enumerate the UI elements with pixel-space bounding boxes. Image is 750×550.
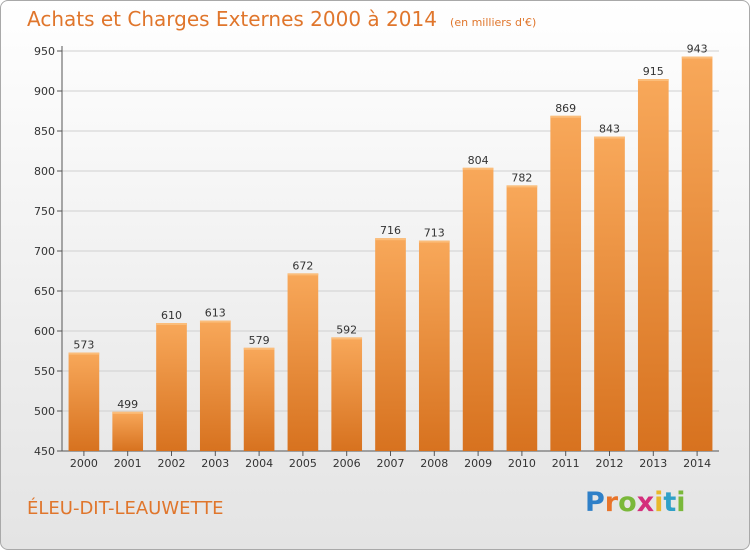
bar-top-highlight xyxy=(243,347,275,350)
bar xyxy=(681,56,713,451)
bar xyxy=(462,167,494,452)
bar-top-highlight xyxy=(418,240,450,243)
logo-letter: x xyxy=(636,487,655,518)
data-label: 782 xyxy=(511,171,532,184)
commune-name: ÉLEU-DIT-LEAUWETTE xyxy=(27,498,224,519)
x-tick-label: 2007 xyxy=(377,457,405,470)
y-tick-label: 650 xyxy=(34,285,55,298)
title-row: Achats et Charges Externes 2000 à 2014 (… xyxy=(27,7,536,31)
bar-top-highlight xyxy=(68,352,100,355)
logo-letter: r xyxy=(604,487,619,518)
data-label: 579 xyxy=(249,334,270,347)
bar-top-highlight xyxy=(156,323,187,325)
x-tick-label: 2009 xyxy=(464,457,492,470)
data-label: 499 xyxy=(117,398,138,411)
y-tick-label: 800 xyxy=(34,165,55,178)
bar xyxy=(287,273,319,451)
data-label: 610 xyxy=(161,309,182,322)
bar-top-highlight xyxy=(331,337,363,340)
bar xyxy=(331,337,363,451)
y-tick-label: 500 xyxy=(34,405,55,418)
x-tick-label: 2013 xyxy=(639,457,667,470)
data-label: 915 xyxy=(643,65,664,78)
y-tick-label: 850 xyxy=(34,125,55,138)
x-tick-label: 2012 xyxy=(596,457,624,470)
data-label: 573 xyxy=(73,339,94,352)
bar xyxy=(199,320,231,451)
bar-top-highlight xyxy=(637,79,669,81)
chart-title: Achats et Charges Externes 2000 à 2014 xyxy=(27,7,437,31)
bar xyxy=(112,411,144,451)
bar-top-highlight xyxy=(112,411,144,414)
x-tick-label: 2014 xyxy=(683,457,711,470)
data-labels: 573 499 610 613 579 672 592 716 713 804 782 869 843 9… xyxy=(73,43,707,411)
logo-letter: i xyxy=(654,487,664,518)
bar xyxy=(550,115,582,452)
data-label: 592 xyxy=(336,323,357,336)
y-tick-label: 950 xyxy=(34,45,55,58)
chart-subtitle: (en milliers d'€) xyxy=(450,16,537,29)
data-label: 804 xyxy=(468,154,489,167)
data-label: 869 xyxy=(555,102,576,115)
x-tick-label: 2010 xyxy=(508,457,536,470)
data-label: 716 xyxy=(380,224,401,237)
bar-top-highlight xyxy=(550,115,582,118)
bar xyxy=(156,323,187,451)
x-tick-label: 2008 xyxy=(420,457,448,470)
x-tick-label: 2003 xyxy=(201,457,229,470)
y-tick-label: 900 xyxy=(34,85,55,98)
bar xyxy=(637,79,669,451)
data-label: 672 xyxy=(292,259,313,272)
bar-top-highlight xyxy=(594,136,625,139)
bar xyxy=(418,240,450,451)
logo-letter: P xyxy=(585,487,605,518)
logo-letter: o xyxy=(618,487,637,518)
bar-top-highlight xyxy=(506,185,538,188)
y-tick-label: 450 xyxy=(34,445,55,458)
bar-top-highlight xyxy=(681,56,713,59)
x-tick-label: 2006 xyxy=(333,457,361,470)
x-tick-label: 2002 xyxy=(158,457,186,470)
bar xyxy=(375,238,406,451)
y-tick-label: 550 xyxy=(34,365,55,378)
y-tick-label: 700 xyxy=(34,245,55,258)
bar-top-highlight xyxy=(375,238,406,241)
y-tick-label: 750 xyxy=(34,205,55,218)
bar-top-highlight xyxy=(462,167,494,170)
bar-top-highlight xyxy=(199,320,231,323)
x-tick-label: 2001 xyxy=(114,457,142,470)
bar-top-highlight xyxy=(287,273,319,276)
logo-letter: t xyxy=(663,487,677,518)
x-tick-label: 2004 xyxy=(245,457,273,470)
bar xyxy=(243,347,275,451)
x-tick-label: 2005 xyxy=(289,457,317,470)
bars xyxy=(68,56,713,452)
bar xyxy=(506,185,538,451)
x-tick-label: 2000 xyxy=(70,457,98,470)
bar xyxy=(68,352,100,451)
x-tick-label: 2011 xyxy=(552,457,580,470)
data-label: 943 xyxy=(687,43,708,56)
logo-letter: i xyxy=(676,487,686,518)
proxiti-logo: Proxiti xyxy=(585,487,686,518)
data-label: 843 xyxy=(599,123,620,136)
bar xyxy=(594,136,625,451)
data-label: 713 xyxy=(424,227,445,240)
data-label: 613 xyxy=(205,307,226,320)
y-tick-label: 600 xyxy=(34,325,55,338)
